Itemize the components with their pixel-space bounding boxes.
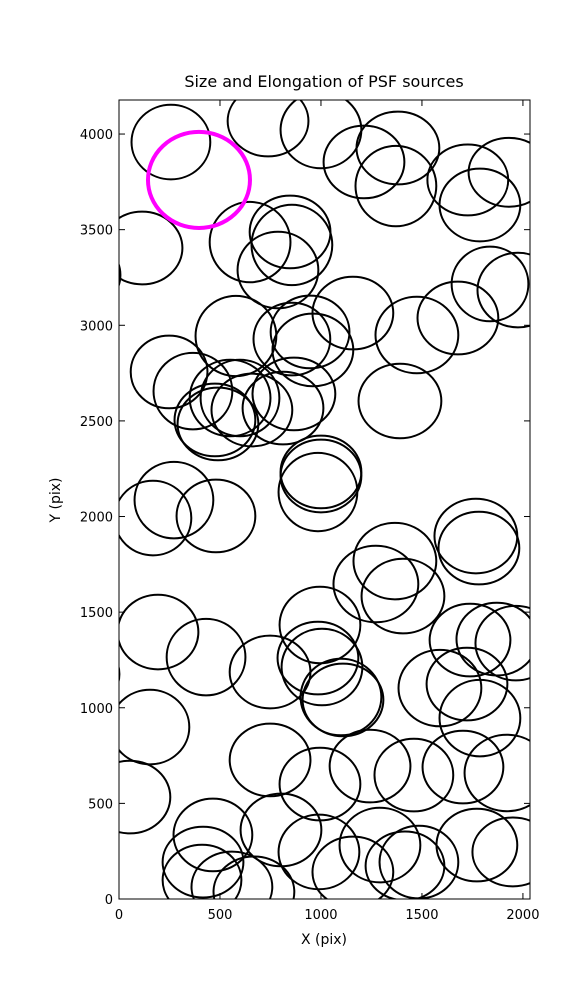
source-ellipse [190,850,274,899]
source-ellipse [278,585,362,665]
source-ellipse [421,729,505,805]
source-ellipse [360,557,446,635]
source-ellipse [199,358,281,438]
source-ellipse [355,110,441,186]
y-tick-label: 1000 [80,702,113,717]
source-ellipse [173,382,257,458]
source-ellipse [276,620,360,696]
y-axis-label: Y (pix) [48,478,64,524]
source-ellipse [338,806,422,884]
source-ellipse [226,100,310,158]
source-ellipse [428,602,512,678]
source-ellipse [438,678,522,758]
x-tick-label: 2000 [506,908,539,923]
source-ellipse [279,438,363,514]
x-axis-label: X (pix) [301,932,347,948]
source-ellipse [161,825,245,899]
source-ellipse [252,301,332,377]
y-tick-label: 1500 [80,606,113,621]
source-ellipse [241,370,325,446]
source-ellipse [251,356,337,432]
source-ellipse [364,830,446,899]
source-ellipse [354,144,438,228]
source-ellipse [161,843,243,899]
source-ellipse [133,460,215,540]
source-ellipse [277,451,359,533]
source-ellipse [373,737,455,813]
highlight-ellipse [145,129,252,230]
y-tick-label: 4000 [80,128,113,143]
y-tick-label: 500 [88,797,113,812]
source-ellipse [172,797,254,873]
x-tick-label: 1000 [304,908,337,923]
x-tick-label: 1500 [405,908,438,923]
source-ellipse [416,280,500,356]
chart-title: Size and Elongation of PSF sources [184,72,463,91]
source-ellipse [471,816,530,888]
source-ellipse [119,759,172,835]
source-ellipse [352,521,438,601]
source-ellipse [357,362,443,440]
source-ellipse [119,593,200,671]
source-ellipse [374,295,460,375]
source-ellipse [435,807,519,883]
y-tick-label: 2500 [80,415,113,430]
source-ellipse [311,835,395,899]
x-tick-label: 500 [208,908,233,923]
source-ellipse [438,167,522,243]
source-ellipse [175,478,257,554]
source-ellipse [129,334,209,410]
axes-frame [118,99,531,900]
source-ellipse [165,617,247,697]
source-ellipse [279,434,363,510]
source-ellipse [277,813,361,891]
y-tick-label: 3000 [80,319,113,334]
x-tick-label: 0 [115,908,123,923]
source-ellipse [328,728,412,804]
source-ellipse [119,688,191,766]
source-ellipse [437,510,521,586]
source-ellipse [476,251,530,329]
source-ellipse [450,245,530,323]
source-ellipse [433,497,519,575]
source-ellipse [119,479,193,557]
plot-area [119,100,530,899]
source-ellipse [425,646,509,722]
source-ellipse [152,351,234,431]
source-ellipse [332,544,420,624]
source-ellipse [210,372,294,448]
source-ellipse [271,312,355,388]
source-ellipse [236,230,320,310]
source-ellipse [299,657,383,737]
source-ellipse [119,210,184,286]
source-ellipse [463,733,530,813]
source-ellipse [228,722,312,798]
source-ellipse [176,386,260,462]
source-ellipse [130,103,212,181]
source-ellipse [208,200,292,284]
source-ellipse [119,664,121,684]
source-ellipse [311,275,395,351]
y-tick-label: 3500 [80,224,113,239]
source-ellipse [212,855,296,899]
source-ellipse [269,294,351,370]
y-tick-label: 2000 [80,511,113,526]
source-ellipse [467,136,530,208]
y-tick-label: 0 [105,893,113,908]
source-ellipse [250,203,334,287]
source-ellipse [119,262,122,288]
source-ellipse [474,604,530,682]
source-ellipse [278,746,362,822]
